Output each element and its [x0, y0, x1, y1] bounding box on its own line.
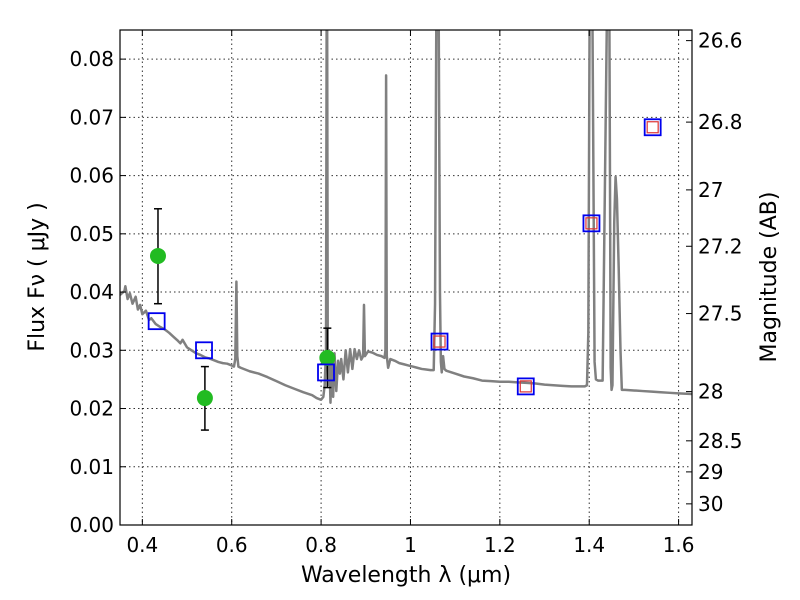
y-tick-label: 0.04	[69, 280, 114, 304]
right-tick-label: 27.2	[698, 234, 743, 258]
y-tick-label: 0.02	[69, 397, 114, 421]
synthetic-squares-layer	[147, 118, 662, 396]
synthetic-square-inner	[646, 121, 659, 134]
y-tick-label: 0.01	[69, 455, 114, 479]
synthetic-square	[643, 118, 662, 137]
errorbar-layer	[153, 208, 332, 431]
right-tick-label: 27	[698, 178, 723, 202]
right-tick-label: 26.6	[698, 29, 743, 53]
y-axis: 0.00 0.01 0.02 0.03 0.04 0.05 0.06 0.07 0.08	[69, 47, 126, 537]
x-axis-title: Wavelength λ (μm)	[301, 563, 511, 588]
x-tick-label: 1.4	[573, 533, 605, 557]
plot-frame	[119, 29, 693, 526]
model-sed-layer	[120, 30, 692, 404]
model-sed-line	[120, 30, 692, 404]
observed-point	[149, 247, 166, 264]
synthetic-square-inner	[433, 335, 446, 348]
x-tick-label: 0.8	[305, 533, 337, 557]
right-tick-label: 30	[698, 492, 723, 516]
right-tick-label: 29	[698, 460, 723, 484]
observed-point	[319, 349, 336, 366]
right-tick-label: 28	[698, 380, 723, 404]
synthetic-square	[317, 363, 335, 382]
synthetic-square	[147, 312, 166, 331]
x-tick-label: 1.2	[484, 533, 516, 557]
y-tick-label: 0.07	[69, 105, 114, 129]
synthetic-square	[516, 377, 535, 396]
y-tick-label: 0.06	[69, 164, 114, 188]
synthetic-square-inner	[519, 380, 532, 393]
y-axis-title: Flux Fν ( μJy )	[25, 202, 50, 351]
observed-point	[196, 390, 213, 407]
right-tick-label: 26.8	[698, 110, 743, 134]
x-tick-label: 1.6	[663, 533, 695, 557]
synthetic-square-inner	[585, 217, 598, 230]
right-axis-title: Magnitude (AB)	[757, 192, 782, 363]
y-tick-label: 0.05	[69, 222, 114, 246]
synthetic-square	[430, 332, 449, 351]
synthetic-square	[582, 214, 601, 233]
y-tick-label: 0.03	[69, 338, 114, 362]
right-tick-label: 28.5	[698, 429, 743, 453]
synthetic-square	[195, 341, 213, 360]
x-tick-label: 1	[404, 533, 417, 557]
x-axis: 0.4 0.6 0.8 1 1.2 1.4 1.6	[126, 30, 695, 557]
y-tick-label: 0.08	[69, 47, 114, 71]
right-magnitude-axis: 26.6 26.8 27 27.2 27.5 28 28.5 29 30	[686, 29, 743, 516]
grid	[120, 30, 692, 526]
right-tick-label: 27.5	[698, 302, 743, 326]
observed-points-layer	[149, 247, 336, 407]
x-tick-label: 0.6	[216, 533, 248, 557]
x-tick-label: 0.4	[126, 533, 158, 557]
y-tick-label: 0.00	[69, 513, 114, 537]
